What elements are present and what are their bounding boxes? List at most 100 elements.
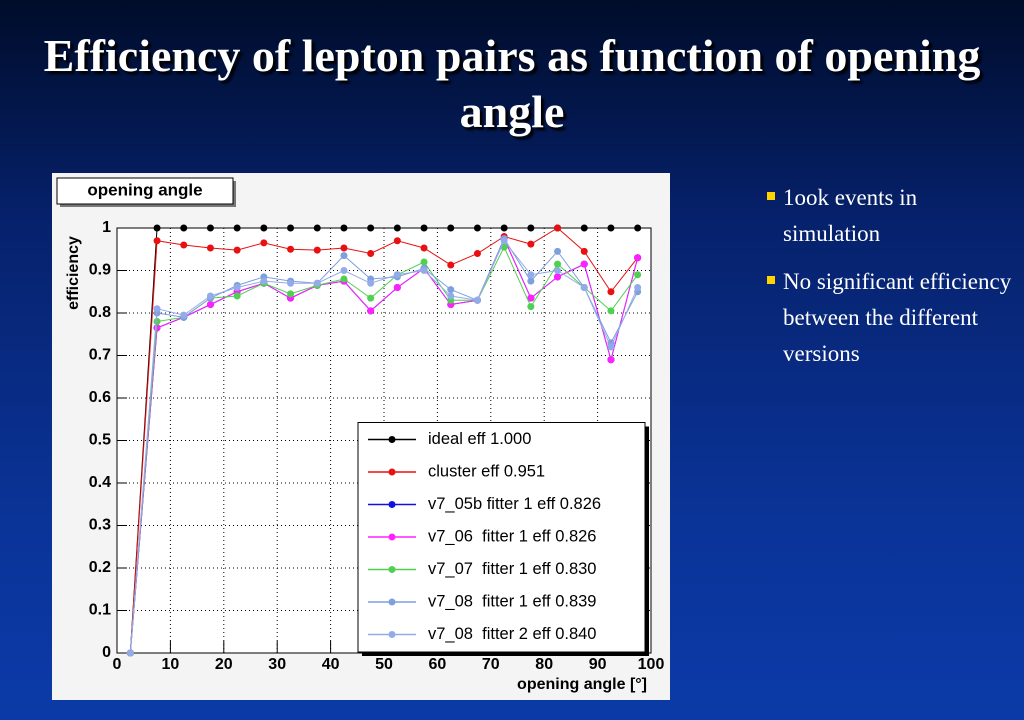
x-tick-label: 40 bbox=[322, 656, 340, 673]
data-point bbox=[500, 224, 508, 232]
series-line bbox=[129, 227, 638, 654]
data-point bbox=[340, 224, 348, 232]
data-point bbox=[313, 224, 321, 232]
bullet-list: 1ook events in simulation No significant… bbox=[765, 180, 1015, 384]
data-point bbox=[287, 224, 295, 232]
data-point bbox=[420, 267, 428, 274]
x-tick-label: 60 bbox=[429, 656, 447, 673]
data-point bbox=[554, 273, 562, 281]
series-line bbox=[129, 237, 639, 654]
data-point bbox=[260, 239, 268, 247]
chart: opening angle opening angle [°] efficien… bbox=[52, 173, 670, 700]
legend-marker bbox=[388, 533, 396, 541]
data-point bbox=[206, 224, 214, 232]
x-axis-label: opening angle [°] bbox=[517, 676, 647, 693]
series-line bbox=[129, 237, 639, 654]
data-point bbox=[287, 245, 295, 253]
data-point bbox=[447, 286, 455, 294]
data-point bbox=[473, 250, 481, 257]
data-point bbox=[153, 305, 161, 313]
series-line bbox=[129, 227, 639, 654]
data-point bbox=[527, 303, 535, 311]
data-point bbox=[180, 224, 188, 232]
legend-label: v7_05b fitter 1 eff 0.826 bbox=[428, 495, 601, 513]
data-point bbox=[607, 343, 615, 351]
data-point bbox=[367, 250, 375, 257]
y-tick-label: 0.5 bbox=[89, 432, 111, 449]
data-point bbox=[634, 284, 642, 291]
data-point bbox=[313, 279, 321, 287]
data-point bbox=[313, 246, 321, 254]
x-tick-label: 70 bbox=[482, 656, 500, 673]
y-axis-label: efficiency bbox=[65, 236, 82, 310]
data-point bbox=[580, 260, 588, 268]
data-point bbox=[287, 279, 295, 287]
x-tick-label: 0 bbox=[113, 656, 122, 673]
data-point bbox=[527, 294, 535, 302]
data-point bbox=[153, 237, 161, 245]
y-tick-label: 1 bbox=[102, 219, 111, 236]
legend-marker bbox=[388, 501, 396, 508]
data-point bbox=[260, 277, 268, 285]
data-point bbox=[580, 224, 588, 232]
data-point bbox=[607, 307, 615, 315]
data-point bbox=[420, 258, 428, 266]
data-point bbox=[367, 294, 375, 302]
data-point bbox=[206, 292, 214, 300]
data-point bbox=[527, 240, 535, 248]
series-line bbox=[129, 239, 639, 654]
legend-marker bbox=[388, 598, 396, 606]
data-point bbox=[340, 267, 348, 274]
data-point bbox=[500, 237, 508, 245]
data-point bbox=[554, 267, 562, 274]
legend-label: v7_06 fitter 1 eff 0.826 bbox=[428, 527, 596, 545]
legend-marker bbox=[388, 631, 396, 638]
x-tick-label: 30 bbox=[268, 656, 286, 673]
data-point bbox=[473, 296, 481, 304]
data-point bbox=[607, 356, 615, 364]
y-tick-label: 0.9 bbox=[89, 262, 111, 279]
data-point bbox=[393, 284, 401, 291]
data-point bbox=[340, 252, 348, 260]
data-point bbox=[420, 224, 428, 232]
data-point bbox=[607, 224, 615, 232]
x-tick-label: 20 bbox=[215, 656, 233, 673]
data-point bbox=[447, 224, 455, 232]
data-point bbox=[554, 260, 562, 268]
legend-label: ideal eff 1.000 bbox=[428, 430, 531, 448]
data-point bbox=[447, 292, 455, 300]
legend-marker bbox=[388, 468, 396, 476]
data-point bbox=[260, 224, 268, 232]
x-tick-label: 50 bbox=[375, 656, 393, 673]
y-tick-label: 0.8 bbox=[89, 304, 111, 321]
legend-label: v7_08 fitter 2 eff 0.840 bbox=[428, 625, 596, 643]
bullet: 1ook events in simulation bbox=[765, 180, 1015, 252]
data-point bbox=[233, 246, 241, 254]
legend-marker bbox=[388, 436, 396, 443]
data-point bbox=[367, 279, 375, 287]
y-tick-label: 0 bbox=[102, 644, 111, 661]
slide-title: Efficiency of lepton pairs as function o… bbox=[43, 30, 981, 137]
data-point bbox=[233, 292, 241, 300]
data-point bbox=[554, 247, 562, 255]
data-point bbox=[554, 224, 562, 232]
x-tick-label: 10 bbox=[162, 656, 180, 673]
bullet: No significant efficiency between the di… bbox=[765, 264, 1015, 372]
data-point bbox=[527, 277, 535, 285]
data-point bbox=[473, 224, 481, 232]
data-point bbox=[340, 244, 348, 252]
legend-label: cluster eff 0.951 bbox=[428, 462, 545, 480]
title-box bbox=[56, 177, 234, 205]
data-point bbox=[634, 271, 642, 279]
x-tick-label: 80 bbox=[535, 656, 553, 673]
data-point bbox=[393, 224, 401, 232]
legend-label: v7_07 fitter 1 eff 0.830 bbox=[428, 560, 596, 578]
data-point bbox=[393, 271, 401, 279]
data-point bbox=[393, 237, 401, 245]
data-point bbox=[206, 244, 214, 252]
y-tick-label: 0.3 bbox=[89, 517, 111, 534]
y-tick-label: 0.6 bbox=[89, 389, 111, 406]
data-point bbox=[153, 318, 161, 325]
data-point bbox=[126, 649, 134, 657]
